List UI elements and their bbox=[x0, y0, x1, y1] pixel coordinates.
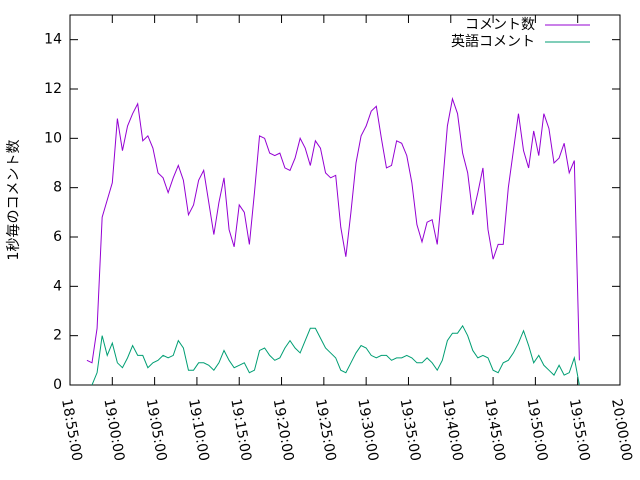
x-tick-label: 18:55:00 bbox=[58, 398, 85, 463]
x-tick-label: 20:00:00 bbox=[608, 398, 635, 463]
x-tick-label: 19:20:00 bbox=[270, 398, 297, 463]
series-line bbox=[91, 324, 580, 386]
y-tick-label: 4 bbox=[53, 278, 62, 294]
x-tick-label: 19:10:00 bbox=[185, 398, 212, 463]
x-tick-label: 19:40:00 bbox=[439, 398, 466, 463]
y-tick-label: 12 bbox=[44, 81, 62, 97]
x-tick-label: 19:50:00 bbox=[524, 398, 551, 463]
x-tick-label: 19:35:00 bbox=[397, 398, 424, 463]
y-tick-label: 6 bbox=[53, 229, 62, 245]
x-tick-label: 19:55:00 bbox=[566, 398, 593, 463]
x-tick-label: 19:30:00 bbox=[354, 398, 381, 463]
y-tick-label: 8 bbox=[53, 180, 62, 196]
y-tick-label: 0 bbox=[53, 377, 62, 393]
y-axis-label: 1秒毎のコメント数 bbox=[6, 140, 22, 261]
y-tick-label: 2 bbox=[53, 328, 62, 344]
legend-label: 英語コメント bbox=[451, 33, 535, 50]
legend-label: コメント数 bbox=[465, 17, 535, 33]
x-tick-label: 19:45:00 bbox=[481, 398, 508, 463]
y-tick-label: 10 bbox=[44, 130, 62, 146]
x-tick-label: 19:05:00 bbox=[143, 398, 170, 463]
y-tick-label: 14 bbox=[44, 32, 62, 48]
x-tick-label: 19:15:00 bbox=[227, 398, 254, 463]
x-tick-label: 19:25:00 bbox=[312, 398, 339, 463]
x-tick-label: 19:00:00 bbox=[100, 398, 127, 463]
plot-border bbox=[69, 14, 621, 386]
series-line bbox=[86, 96, 580, 364]
